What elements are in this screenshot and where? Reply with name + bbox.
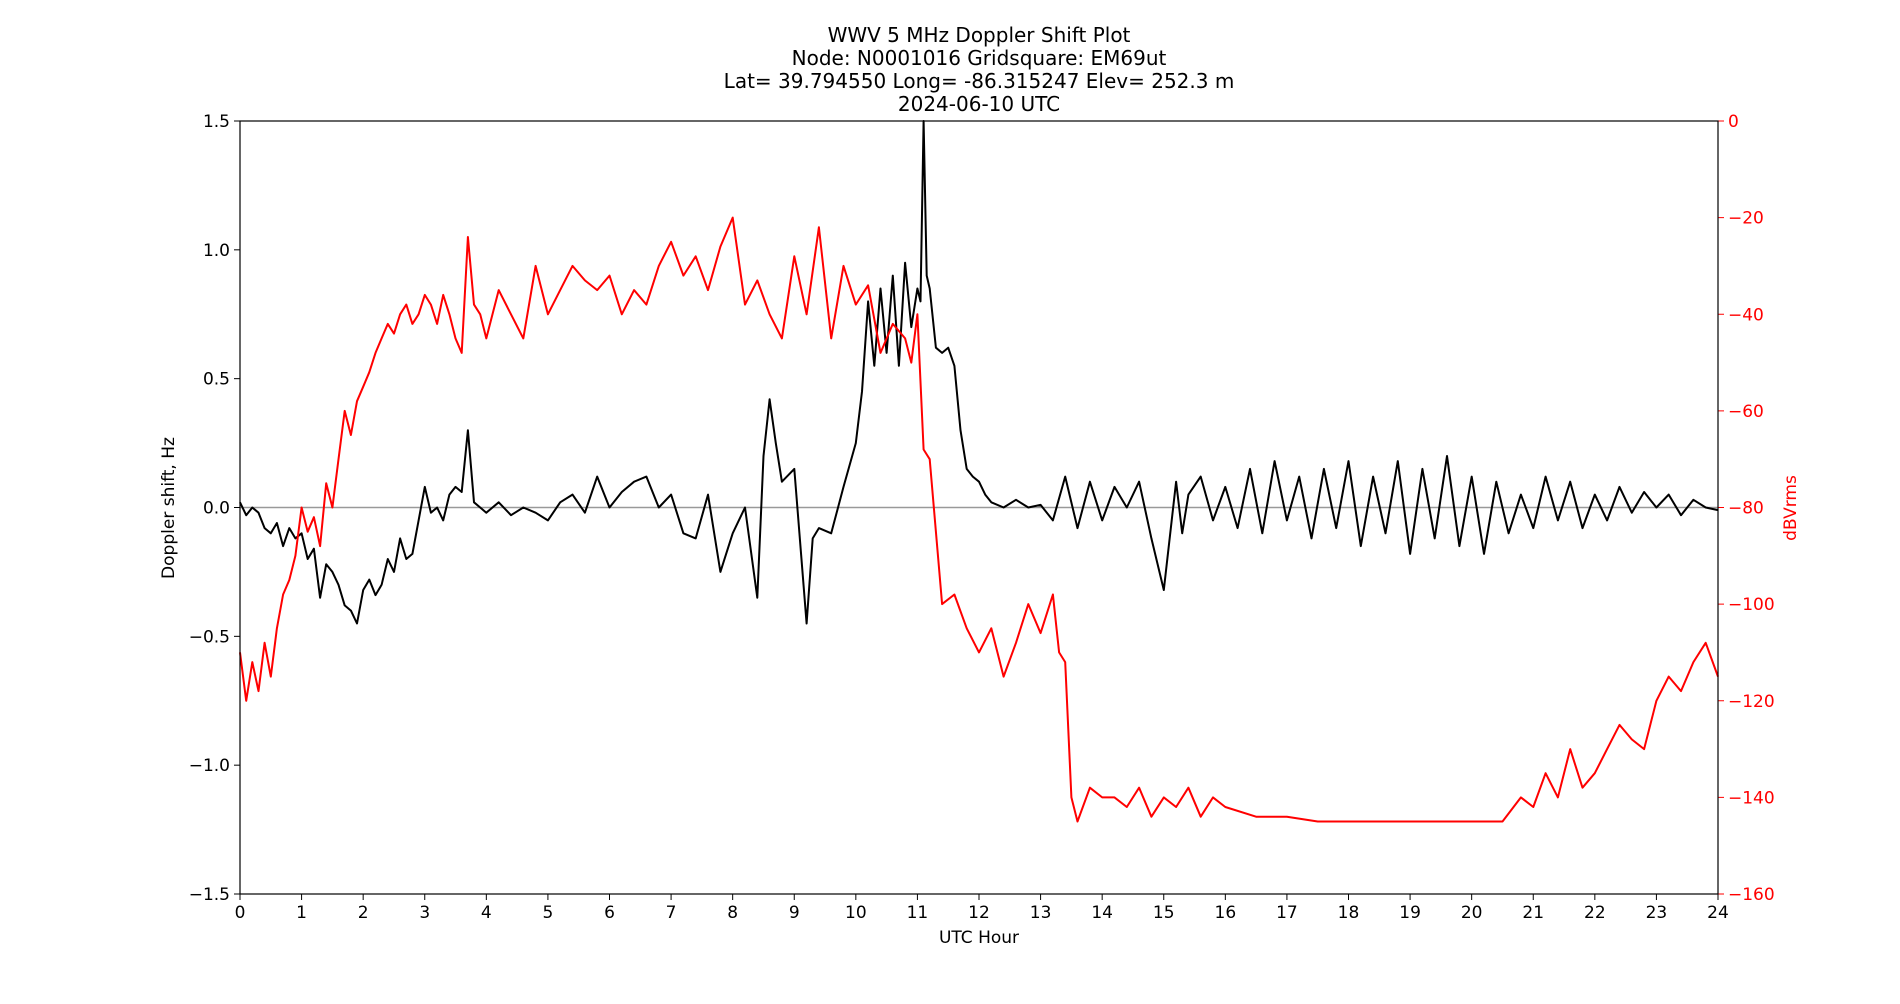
x-tick-label: 5 [543,903,554,923]
x-tick-label: 0 [235,903,246,923]
x-tick-label: 9 [789,903,800,923]
x-tick-label: 13 [1030,903,1052,923]
right-y-tick-label: −40 [1728,305,1764,325]
x-tick-label: 11 [907,903,929,923]
left-y-axis-label: Doppler shift, Hz [159,437,179,579]
x-tick-label: 3 [419,903,430,923]
x-tick-label: 23 [1646,903,1668,923]
x-tick-label: 19 [1399,903,1421,923]
x-tick-label: 7 [666,903,677,923]
right-y-tick-label: −60 [1728,402,1764,422]
x-tick-label: 18 [1338,903,1360,923]
plot-frame [239,120,1719,895]
right-y-tick-label: 0 [1728,112,1739,132]
x-tick-label: 1 [296,903,307,923]
left-y-tick-label: −0.5 [189,627,230,647]
x-tick-label: 4 [481,903,492,923]
x-tick-label: 15 [1153,903,1175,923]
right-y-tick-label: −140 [1728,788,1775,808]
chart-title-line-3: Lat= 39.794550 Long= -86.315247 Elev= 25… [724,69,1235,93]
right-y-tick-label: −20 [1728,209,1764,229]
x-tick-label: 2 [358,903,369,923]
x-tick-label: 17 [1276,903,1298,923]
left-y-tick-label: 0.5 [203,370,230,390]
x-tick-label: 12 [968,903,990,923]
x-tick-label: 6 [604,903,615,923]
left-y-tick-label: 1.5 [203,112,230,132]
left-y-tick-label: 1.0 [203,241,230,261]
right-y-tick-label: −80 [1728,499,1764,519]
doppler-series-line [239,120,1719,625]
x-tick-label: 14 [1091,903,1113,923]
x-tick-label: 10 [845,903,867,923]
left-y-tick-label: −1.0 [189,756,230,776]
right-y-tick-label: −160 [1728,885,1775,905]
x-tick-label: 21 [1522,903,1544,923]
x-tick-label: 8 [727,903,738,923]
right-y-axis-label: dBVrms [1781,475,1801,541]
power-series-line [239,216,1719,823]
chart-title-line-1: WWV 5 MHz Doppler Shift Plot [828,23,1131,47]
x-tick-label: 22 [1584,903,1606,923]
left-y-tick-label: −1.5 [189,885,230,905]
chart-title-line-4: 2024-06-10 UTC [898,92,1060,116]
chart-title-line-2: Node: N0001016 Gridsquare: EM69ut [792,46,1167,70]
x-tick-label: 16 [1215,903,1237,923]
x-tick-label: 24 [1707,903,1729,923]
left-y-tick-label: 0.0 [203,499,230,519]
right-y-tick-label: −100 [1728,595,1775,615]
right-y-tick-label: −120 [1728,692,1775,712]
x-tick-label: 20 [1461,903,1483,923]
x-axis-label: UTC Hour [939,928,1019,948]
